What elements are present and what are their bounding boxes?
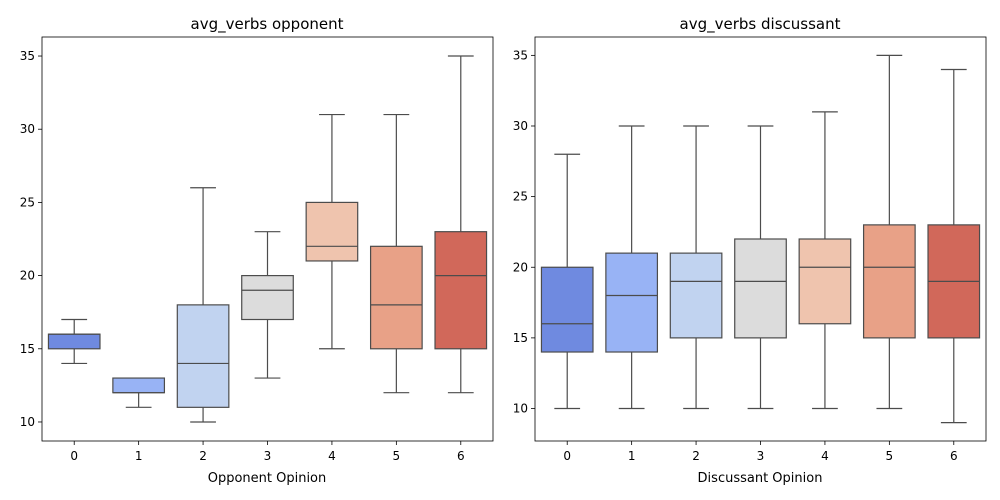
x-axis-label: Opponent Opinion [208, 471, 327, 486]
y-axis: 10 15 20 25 30 35 [20, 49, 42, 429]
y-tick-label: 20 [513, 260, 528, 274]
box-6 [434, 55, 488, 394]
subplot-discussant: avg_verbs discussant 10 15 20 25 30 35 0 1 2 3 4 5… [513, 15, 987, 486]
box-1 [112, 377, 166, 408]
y-tick-label: 10 [20, 415, 35, 429]
x-tick-label: 5 [886, 449, 894, 463]
x-tick-label: 4 [328, 449, 336, 463]
iqr-box [434, 231, 488, 350]
box-5 [862, 54, 916, 410]
box-2 [669, 125, 723, 410]
iqr-box [862, 224, 916, 339]
x-tick-label: 3 [264, 449, 272, 463]
y-tick-label: 25 [20, 195, 35, 209]
box-0 [540, 153, 594, 410]
y-tick-label: 15 [513, 331, 528, 345]
x-tick-label: 0 [70, 449, 78, 463]
iqr-box [669, 252, 723, 339]
x-tick-label: 2 [692, 449, 700, 463]
iqr-box [241, 274, 294, 321]
x-tick-label: 6 [950, 449, 958, 463]
chart-title: avg_verbs opponent [191, 15, 344, 34]
box-2 [176, 187, 230, 423]
box-5 [369, 113, 423, 394]
x-tick-label: 1 [135, 449, 143, 463]
box-3 [734, 125, 787, 410]
iqr-box [540, 266, 594, 353]
iqr-box [112, 377, 166, 394]
y-tick-label: 25 [513, 190, 528, 204]
iqr-box [176, 304, 230, 408]
y-tick-label: 20 [20, 269, 35, 283]
box-6 [927, 68, 981, 424]
iqr-box [47, 333, 101, 350]
y-axis: 10 15 20 25 30 35 [513, 48, 535, 416]
box-marks [47, 55, 488, 423]
iqr-box [605, 252, 659, 353]
box-marks [540, 54, 981, 424]
x-tick-label: 4 [821, 449, 829, 463]
iqr-box [734, 238, 787, 339]
x-axis: 0 1 2 3 4 5 6 [563, 441, 958, 463]
x-tick-label: 0 [563, 449, 571, 463]
box-3 [241, 231, 294, 379]
y-tick-label: 35 [20, 49, 35, 63]
x-axis-label: Discussant Opinion [698, 471, 823, 486]
x-tick-label: 3 [757, 449, 765, 463]
chart-title: avg_verbs discussant [680, 15, 841, 34]
box-4 [798, 111, 852, 410]
x-tick-label: 1 [628, 449, 636, 463]
x-axis: 0 1 2 3 4 5 6 [70, 441, 465, 463]
y-tick-label: 30 [20, 122, 35, 136]
y-tick-label: 10 [513, 402, 528, 416]
box-0 [47, 318, 101, 365]
x-tick-label: 2 [199, 449, 207, 463]
box-1 [605, 125, 659, 410]
x-tick-label: 6 [457, 449, 465, 463]
plot-frame [41, 36, 494, 442]
iqr-box [305, 201, 359, 262]
y-tick-label: 30 [513, 119, 528, 133]
iqr-box [369, 245, 423, 350]
iqr-box [798, 238, 852, 325]
box-4 [305, 113, 359, 350]
x-tick-label: 5 [393, 449, 401, 463]
y-tick-label: 15 [20, 342, 35, 356]
plot-frame [534, 36, 987, 442]
y-tick-label: 35 [513, 48, 528, 62]
